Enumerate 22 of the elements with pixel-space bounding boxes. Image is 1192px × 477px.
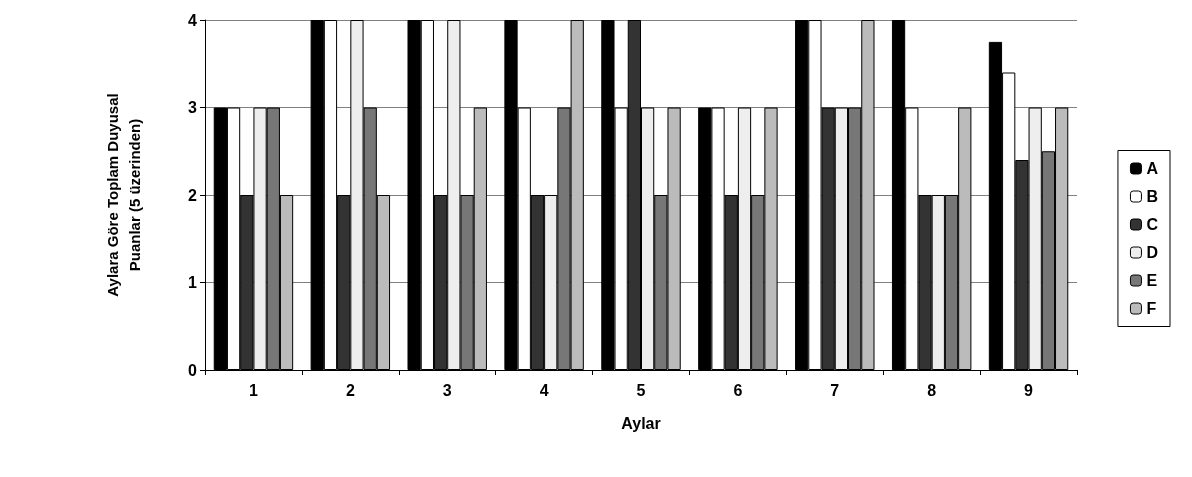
legend-label: C: [1146, 216, 1159, 233]
y-axis-title: Aylara Göre Toplam Duyusal Puanlar (5 üzerinden): [103, 93, 143, 297]
y-tick-label: 0: [188, 361, 198, 379]
legend-label: A: [1146, 160, 1159, 177]
x-tick-label: 3: [442, 381, 452, 399]
y-tick-label: 3: [188, 99, 198, 116]
x-tick-label: 7: [830, 381, 840, 399]
x-tick-label: 5: [636, 381, 646, 399]
legend-label: D: [1146, 244, 1159, 261]
x-axis-title: Aylar: [621, 414, 661, 432]
x-tick-label: 9: [1024, 381, 1034, 399]
x-tick-label: 6: [733, 381, 743, 399]
legend-label: F: [1146, 300, 1157, 317]
y-tick-label: 2: [188, 186, 198, 204]
y-tick-label: 1: [188, 274, 198, 291]
x-tick-label: 2: [345, 381, 355, 399]
x-tick-label: 1: [248, 381, 258, 399]
y-tick-label: 4: [188, 11, 198, 29]
legend-label: B: [1146, 188, 1159, 205]
x-tick-label: 8: [927, 381, 937, 399]
legend-label: E: [1146, 272, 1158, 289]
x-tick-label: 4: [539, 381, 549, 399]
